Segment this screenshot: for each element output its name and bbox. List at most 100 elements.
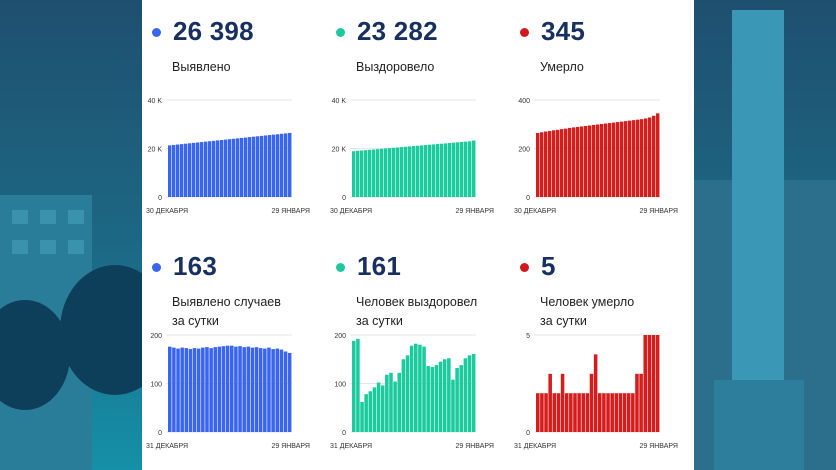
y-tick-label: 40 K <box>148 98 163 105</box>
chart-bar <box>356 150 360 197</box>
chart-bar <box>624 121 628 197</box>
chart-bar <box>260 135 264 197</box>
y-tick-label: 0 <box>526 430 530 437</box>
chart-bar <box>440 143 444 197</box>
chart-bar <box>556 393 561 432</box>
chart-bar <box>252 136 256 197</box>
chart-bar <box>404 146 408 197</box>
chart-bar <box>540 393 544 432</box>
chart-bar <box>385 374 389 432</box>
chart-bar <box>376 149 380 197</box>
chart-bar <box>409 345 414 432</box>
chart-bar <box>228 139 232 197</box>
x-end-label: 29 ЯНВАРЯ <box>455 443 494 450</box>
chart-bar <box>598 393 602 432</box>
chart-bar <box>188 143 192 197</box>
chart-bar <box>356 338 360 432</box>
chart-bar <box>631 393 635 432</box>
chart-bar <box>196 348 201 432</box>
stat-label: Человек умерло за сутки <box>540 295 635 328</box>
chart-bar <box>280 133 284 197</box>
stat-card-detected: 26 398 Выявлено 40 K 20 K 0 30 ДЕКАБРЯ 29 ЯНВА… <box>142 0 326 235</box>
chart-bar <box>364 150 368 197</box>
chart-bar <box>592 124 596 197</box>
chart-bar <box>622 393 627 432</box>
legend-dot-icon <box>152 28 161 37</box>
chart-bar <box>647 335 652 432</box>
y-tick-label: 20 K <box>148 147 163 154</box>
stat-headline: 23 282 <box>336 16 438 47</box>
chart-bar <box>400 147 404 197</box>
chart-bar <box>256 136 260 197</box>
chart-bar <box>352 151 356 197</box>
chart-bar <box>372 387 377 432</box>
chart-bar <box>242 347 246 433</box>
chart-bar <box>644 118 648 197</box>
chart-bar <box>225 345 230 432</box>
chart-bar <box>434 365 439 432</box>
x-end-label: 29 ЯНВАРЯ <box>271 208 310 215</box>
chart-bar <box>552 130 556 197</box>
stat-headline: 161 <box>336 251 401 282</box>
chart-bar <box>264 135 268 197</box>
chart-bar <box>573 393 577 432</box>
stat-card-died: 345 Умерло 400 200 0 30 ДЕКАБРЯ 29 ЯНВАРЯ <box>510 0 694 235</box>
chart-bar <box>201 347 205 432</box>
chart-bar <box>628 120 632 197</box>
x-end-label: 29 ЯНВАРЯ <box>455 208 494 215</box>
chart-bar <box>548 131 552 197</box>
stat-value: 345 <box>541 16 585 46</box>
chart-bar <box>564 128 568 197</box>
chart-bar <box>577 393 581 432</box>
stat-label: Выявлено случаев за сутки <box>172 295 281 328</box>
chart-bar <box>412 146 416 197</box>
y-tick-label: 40 K <box>332 98 347 105</box>
x-start-label: 31 ДЕКАБРЯ <box>146 443 188 450</box>
chart-bar <box>224 139 228 197</box>
chart-bar <box>452 142 456 197</box>
chart-bar <box>216 140 220 197</box>
stat-label: Человек выздоровел за сутки <box>356 295 478 328</box>
bar-chart: 40 K 20 K 0 30 ДЕКАБРЯ 29 ЯНВАРЯ <box>146 98 310 215</box>
y-tick-label: 400 <box>518 98 530 105</box>
chart-bar <box>432 144 436 197</box>
chart-bar <box>254 347 259 433</box>
chart-bar <box>584 125 588 197</box>
chart-bar <box>600 124 604 197</box>
chart-bar <box>420 145 424 197</box>
stat-card-detected-daily: 163 Выявлено случаев за сутки 200 100 0 31 ДЕ… <box>142 235 326 470</box>
stat-value: 23 282 <box>357 16 438 46</box>
chart-bar <box>408 146 412 197</box>
chart-bar <box>204 141 208 197</box>
chart-bar <box>401 359 406 432</box>
chart-bar <box>643 335 648 432</box>
stat-card-recovered-daily: 161 Человек выздоровел за сутки 200 100 0 31 … <box>326 235 510 470</box>
chart-bar <box>360 150 364 197</box>
chart-bar <box>426 366 430 432</box>
x-end-label: 29 ЯНВАРЯ <box>639 443 678 450</box>
stat-value: 163 <box>173 251 217 281</box>
chart-bar <box>368 391 373 432</box>
chart-bar <box>263 348 267 432</box>
chart-bar <box>184 143 188 197</box>
building-window <box>40 240 56 254</box>
legend-dot-icon <box>336 28 345 37</box>
chart-bar <box>176 348 180 432</box>
building-window <box>12 210 28 224</box>
y-tick-label: 0 <box>526 195 530 202</box>
bar-chart: 5 0 31 ДЕКАБРЯ 29 ЯНВАРЯ <box>514 333 678 450</box>
chart-bar <box>460 142 464 197</box>
chart-bar <box>192 348 197 432</box>
y-tick-label: 100 <box>150 382 162 389</box>
chart-bar <box>272 134 276 197</box>
chart-bar <box>472 140 476 197</box>
chart-bar <box>616 122 620 197</box>
chart-bar <box>352 340 356 432</box>
chart-bar <box>168 145 172 197</box>
chart-bar <box>544 131 548 197</box>
chart-bar <box>536 393 540 432</box>
chart-bar <box>246 346 251 432</box>
stat-headline: 345 <box>520 16 585 47</box>
chart-bar <box>612 122 616 197</box>
chart-bar <box>360 401 364 432</box>
